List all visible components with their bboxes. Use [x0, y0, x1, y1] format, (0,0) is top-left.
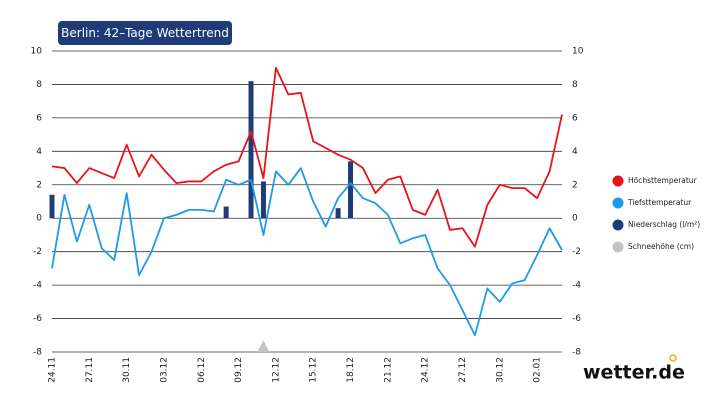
- legend-marker: [612, 197, 624, 209]
- x-tick-label: 06.12: [197, 357, 207, 383]
- y2-tick-label: -8: [572, 348, 581, 358]
- x-tick-label: 03.12: [159, 357, 169, 383]
- y2-tick-label: -4: [572, 281, 581, 291]
- legend-label: Höchsttemperatur: [628, 176, 698, 185]
- precipitation-bar: [223, 206, 229, 219]
- precipitation-bar: [248, 81, 254, 219]
- x-tick-label: 24.12: [421, 357, 431, 383]
- y2-tick-label: 2: [572, 180, 578, 190]
- x-tick-label: 15.12: [309, 357, 319, 383]
- precipitation-bar: [49, 194, 55, 219]
- precipitation-bar: [348, 161, 354, 219]
- legend-label: Niederschlag (l/m²): [628, 220, 700, 229]
- y2-tick-label: -2: [572, 247, 581, 257]
- x-tick-label: 30.12: [495, 357, 505, 383]
- x-tick-label: 27.12: [458, 357, 468, 383]
- legend-label: Tiefsttemperatur: [627, 198, 692, 207]
- x-tick-label: 09.12: [234, 357, 244, 383]
- snow-area: [257, 340, 270, 352]
- y2-tick-label: 4: [572, 147, 578, 157]
- x-tick-label: 12.12: [271, 357, 281, 383]
- y2-tick-label: -6: [572, 314, 581, 324]
- legend-marker: [612, 175, 624, 187]
- y-tick-label: 4: [36, 147, 42, 157]
- chart-title: Berlin: 42–Tage Wettertrend: [61, 26, 229, 40]
- y2-tick-label: 0: [572, 214, 578, 224]
- temperature-line: [51, 66, 563, 248]
- x-tick-label: 21.12: [383, 357, 393, 383]
- x-tick-label: 27.11: [85, 357, 95, 383]
- y2-tick-label: 6: [572, 113, 578, 123]
- y-tick-label: 2: [36, 180, 42, 190]
- legend-marker: [612, 241, 624, 253]
- y-tick-label: -4: [33, 281, 42, 291]
- y-tick-label: 8: [36, 80, 42, 90]
- x-tick-label: 30.11: [122, 357, 132, 383]
- x-tick-label: 18.12: [346, 357, 356, 383]
- brand-logo: wetter.de: [583, 362, 685, 384]
- y-tick-label: 10: [31, 47, 43, 57]
- x-tick-label: 02.01: [533, 357, 543, 383]
- y2-tick-label: 10: [572, 47, 584, 57]
- logo-dot: [669, 354, 677, 362]
- x-tick-label: 24.11: [48, 357, 58, 383]
- y-tick-label: -2: [33, 247, 42, 257]
- temperature-line: [51, 167, 563, 337]
- y-tick-label: -8: [33, 348, 42, 358]
- y-tick-label: 0: [36, 214, 42, 224]
- y2-tick-label: 8: [572, 80, 578, 90]
- legend-label: Schneehöhe (cm): [628, 242, 694, 251]
- y-tick-label: 6: [36, 113, 42, 123]
- title-box: [58, 21, 232, 45]
- precipitation-bar: [260, 181, 266, 219]
- precipitation-bar: [335, 208, 341, 219]
- y-tick-label: -6: [33, 314, 42, 324]
- legend-marker: [612, 219, 624, 231]
